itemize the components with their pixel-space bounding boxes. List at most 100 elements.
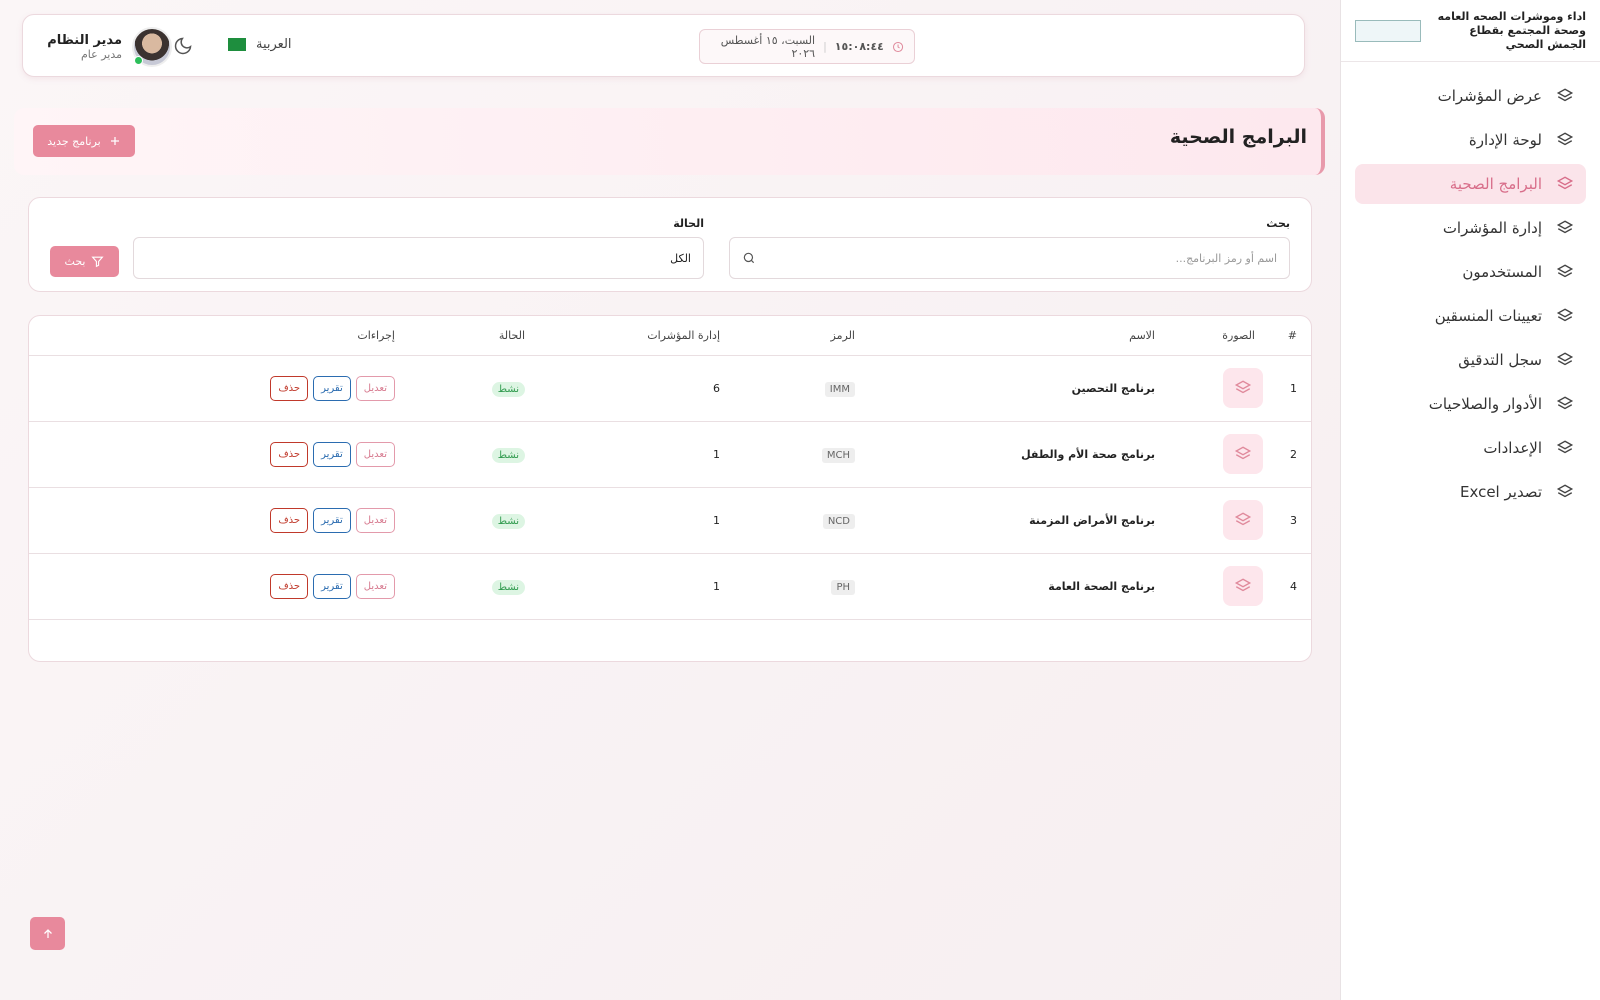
nav-item[interactable]: لوحة الإدارة xyxy=(1355,120,1586,160)
layers-icon xyxy=(1556,132,1574,146)
name-cell: برنامج التحصين xyxy=(869,355,1169,422)
image-cell xyxy=(1169,553,1269,620)
indicator-count: 1 xyxy=(539,421,734,488)
name-cell: برنامج الصحة العامة xyxy=(869,553,1169,620)
search-button-label: بحث xyxy=(64,255,86,268)
nav-label: المستخدمون xyxy=(1462,263,1542,281)
action-button[interactable]: تعديل xyxy=(355,375,395,401)
actions-cell: تعديلتقريرحذف xyxy=(29,553,409,620)
nav-item[interactable]: المستخدمون xyxy=(1355,252,1586,292)
action-button[interactable]: تعديل xyxy=(355,507,395,533)
status-badge: نشط xyxy=(491,381,525,397)
new-program-button[interactable]: برنامج جديد xyxy=(33,125,135,157)
scroll-top-button[interactable] xyxy=(30,917,65,950)
image-cell xyxy=(1169,487,1269,554)
date: السبت، ١٥ أغسطس ٢٠٢٦ xyxy=(720,33,816,60)
action-button[interactable]: تقرير xyxy=(313,507,351,533)
search-button[interactable]: بحث xyxy=(50,246,119,277)
clock: ١٥:٠٨:٤٤ | السبت، ١٥ أغسطس ٢٠٢٦ xyxy=(699,29,915,64)
layers-icon xyxy=(1556,484,1574,498)
layers-icon xyxy=(1556,264,1574,278)
status-cell: نشط xyxy=(409,355,539,422)
nav-label: إدارة المؤشرات xyxy=(1442,219,1542,237)
search-input[interactable]: اسم أو رمز البرنامج... xyxy=(729,237,1290,279)
brand-text: اداء وموشرات الصحه العامه وصحة المجتمع ب… xyxy=(1437,9,1586,51)
status-cell: نشط xyxy=(409,487,539,554)
nav-item[interactable]: تصدير Excel xyxy=(1355,472,1586,512)
nav-item[interactable]: الإعدادات xyxy=(1355,428,1586,468)
program-code: PH xyxy=(831,579,855,595)
user-profile[interactable]: مدير النظام مدير عام xyxy=(47,27,172,67)
status-badge: نشط xyxy=(491,579,525,595)
action-button[interactable]: تقرير xyxy=(313,573,351,599)
nav-item[interactable]: تعيينات المنسقين xyxy=(1355,296,1586,336)
code-cell: NCD xyxy=(734,487,869,554)
layers-icon xyxy=(1556,396,1574,410)
row-number: 3 xyxy=(1269,487,1311,554)
header-row: # الصورة الاسم الرمز إدارة المؤشرات الحالة إجر… xyxy=(29,316,1311,356)
action-button[interactable]: تقرير xyxy=(313,441,351,467)
user-name: مدير النظام xyxy=(47,33,122,48)
layers-icon xyxy=(1556,220,1574,234)
column-header: الاسم xyxy=(869,316,1169,356)
brand-logo xyxy=(1355,19,1421,42)
indicator-count: 1 xyxy=(539,487,734,554)
action-button[interactable]: تقرير xyxy=(313,375,351,401)
action-button[interactable]: حذف xyxy=(270,507,309,533)
title-card: البرامج الصحية برنامج جديد xyxy=(14,108,1325,175)
search-label: بحث xyxy=(1266,217,1290,230)
program-name: برنامج الأمراض المزمنة xyxy=(1029,513,1155,527)
arrow-up-icon xyxy=(43,928,52,938)
column-header: # xyxy=(1269,316,1311,356)
program-name: برنامج الصحة العامة xyxy=(1048,579,1155,593)
program-name: برنامج التحصين xyxy=(1071,381,1155,395)
status-cell: نشط xyxy=(409,553,539,620)
nav-label: البرامج الصحية xyxy=(1449,175,1542,193)
nav-item[interactable]: عرض المؤشرات xyxy=(1355,76,1586,116)
programs-table-card: # الصورة الاسم الرمز إدارة المؤشرات الحالة إجر… xyxy=(28,315,1312,662)
nav-label: لوحة الإدارة xyxy=(1468,131,1542,149)
table-row: 1 برنامج التحصين IMM 6 نشط تعديلتقريرحذف xyxy=(29,355,1311,422)
code-cell: IMM xyxy=(734,355,869,422)
status-select[interactable]: الكل xyxy=(133,237,704,279)
nav-item[interactable]: إدارة المؤشرات xyxy=(1355,208,1586,248)
program-thumb xyxy=(1223,566,1263,606)
actions-cell: تعديلتقريرحذف xyxy=(29,487,409,554)
sidebar: اداء وموشرات الصحه العامه وصحة المجتمع ب… xyxy=(1340,0,1600,1000)
language: العربية xyxy=(256,37,292,52)
action-button[interactable]: حذف xyxy=(270,441,309,467)
brand: اداء وموشرات الصحه العامه وصحة المجتمع ب… xyxy=(1341,0,1600,62)
action-button[interactable]: تعديل xyxy=(355,573,395,599)
indicator-count: 6 xyxy=(539,355,734,422)
layers-icon xyxy=(1234,578,1252,592)
nav-label: تصدير Excel xyxy=(1459,483,1542,501)
name-cell: برنامج صحة الأم والطفل xyxy=(869,421,1169,488)
column-header: إدارة المؤشرات xyxy=(539,316,734,356)
nav-label: الإعدادات xyxy=(1483,439,1542,457)
filter-icon xyxy=(91,256,105,268)
table-row: 4 برنامج الصحة العامة PH 1 نشط تعديلتقريرحذف xyxy=(29,553,1311,620)
nav-item[interactable]: سجل التدقيق xyxy=(1355,340,1586,380)
code-cell: PH xyxy=(734,553,869,620)
action-button[interactable]: حذف xyxy=(270,375,309,401)
nav-label: الأدوار والصلاحيات xyxy=(1428,395,1542,413)
code-cell: MCH xyxy=(734,421,869,488)
plus-icon xyxy=(110,137,119,145)
name-cell: برنامج الأمراض المزمنة xyxy=(869,487,1169,554)
search-icon xyxy=(743,252,755,264)
nav-label: عرض المؤشرات xyxy=(1437,87,1542,105)
new-program-label: برنامج جديد xyxy=(47,134,101,148)
nav-label: تعيينات المنسقين xyxy=(1434,307,1542,325)
image-cell xyxy=(1169,355,1269,422)
program-code: MCH xyxy=(821,447,855,463)
action-button[interactable]: تعديل xyxy=(355,441,395,467)
nav-item[interactable]: البرامج الصحية xyxy=(1355,164,1586,204)
time: ١٥:٠٨:٤٤ xyxy=(834,40,884,53)
theme-toggle[interactable] xyxy=(173,36,193,56)
nav-item[interactable]: الأدوار والصلاحيات xyxy=(1355,384,1586,424)
row-number: 4 xyxy=(1269,553,1311,620)
language-switch[interactable]: العربية xyxy=(228,37,292,52)
row-number: 1 xyxy=(1269,355,1311,422)
action-button[interactable]: حذف xyxy=(270,573,309,599)
